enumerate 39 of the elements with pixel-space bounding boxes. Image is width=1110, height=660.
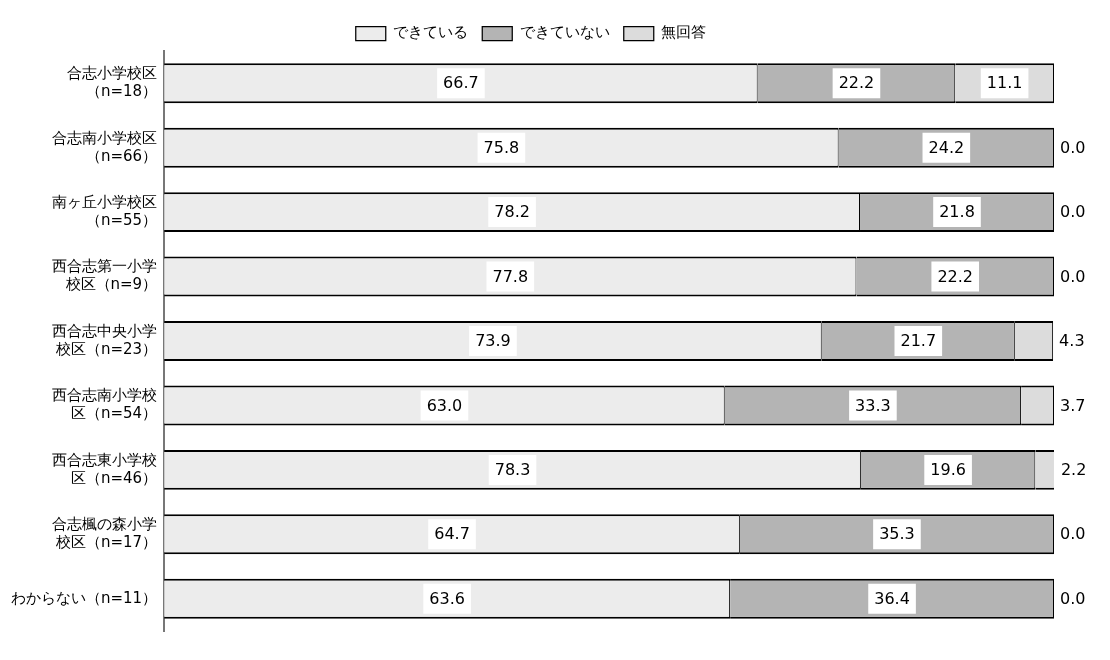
y-tick-label: 西合志南小学校区（n=54） bbox=[52, 386, 158, 423]
data-label: 35.3 bbox=[879, 524, 915, 544]
data-label: 33.3 bbox=[855, 395, 891, 415]
data-label: 0.0 bbox=[1060, 137, 1086, 157]
data-label: 78.3 bbox=[494, 460, 531, 480]
y-tick-label: 西合志東小学校区（n=46） bbox=[52, 450, 158, 487]
data-label: 75.8 bbox=[483, 137, 520, 157]
data-label: 66.7 bbox=[443, 73, 479, 93]
data-label: 64.7 bbox=[434, 524, 470, 544]
data-label: 0.0 bbox=[1060, 588, 1086, 608]
data-label: 0.0 bbox=[1060, 524, 1086, 544]
y-tick-label: 合志楓の森小学校区（n=17） bbox=[52, 515, 158, 552]
legend-label: できている bbox=[393, 23, 469, 42]
data-label: 19.6 bbox=[930, 460, 966, 480]
data-label: 63.0 bbox=[426, 395, 463, 415]
data-label: 0.0 bbox=[1060, 266, 1086, 286]
data-label: 21.7 bbox=[900, 331, 937, 351]
data-label: 63.6 bbox=[429, 588, 465, 608]
y-tick-label: わからない（n=11） bbox=[10, 588, 158, 607]
y-tick-label: 合志南小学校区（n=66） bbox=[52, 128, 158, 165]
legend-label: 無回答 bbox=[661, 23, 707, 42]
data-label: 36.4 bbox=[874, 588, 910, 608]
data-label: 73.9 bbox=[475, 331, 511, 351]
y-tick-label: 西合志第一小学校区（n=9） bbox=[52, 257, 158, 294]
data-label: 0.0 bbox=[1060, 202, 1086, 222]
data-label: 24.2 bbox=[928, 137, 965, 157]
data-label: 4.3 bbox=[1059, 331, 1085, 351]
data-label: 22.2 bbox=[838, 73, 875, 93]
data-label: 22.2 bbox=[937, 266, 974, 286]
y-tick-label: 南ヶ丘小学校区（n=55） bbox=[52, 193, 158, 229]
data-label: 78.2 bbox=[494, 202, 530, 222]
y-tick-label: 西合志中央小学校区（n=23） bbox=[52, 321, 158, 358]
data-label: 21.8 bbox=[939, 202, 975, 222]
data-label: 11.1 bbox=[986, 73, 1023, 93]
data-label: 2.2 bbox=[1060, 460, 1087, 480]
data-label: 77.8 bbox=[492, 266, 529, 286]
data-label: 3.7 bbox=[1060, 395, 1086, 415]
y-tick-label: 合志小学校区（n=18） bbox=[67, 64, 158, 101]
legend-label: できていない bbox=[519, 23, 610, 42]
